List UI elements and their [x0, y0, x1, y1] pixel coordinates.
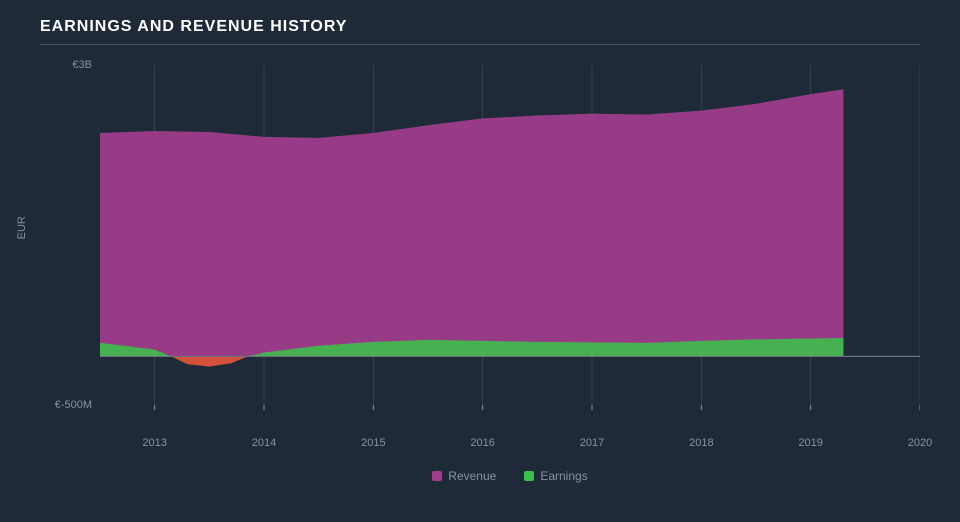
- legend: Revenue Earnings: [100, 469, 920, 483]
- x-tick-label: 2015: [361, 437, 385, 449]
- chart-body: EUR €3B€-500M 20132014201520162017201820…: [40, 55, 920, 435]
- y-axis-label: EUR: [16, 216, 28, 239]
- x-tick-label: 2020: [908, 437, 932, 449]
- x-tick-label: 2017: [580, 437, 604, 449]
- legend-label: Revenue: [448, 469, 496, 483]
- x-tick-label: 2019: [798, 437, 822, 449]
- chart-svg: [100, 55, 920, 435]
- y-axis-ticks: €3B €-500M: [40, 55, 100, 435]
- chart-container: EARNINGS AND REVENUE HISTORY EUR €3B €-50…: [0, 0, 960, 503]
- revenue-swatch: [432, 471, 442, 481]
- legend-item-revenue: Revenue: [432, 469, 496, 483]
- y-tick-label: €3B: [72, 59, 92, 71]
- legend-label: Earnings: [540, 469, 587, 483]
- revenue-area: [100, 89, 843, 356]
- y-tick-label: €-500M: [55, 399, 92, 411]
- earnings-swatch: [524, 471, 534, 481]
- chart-title: EARNINGS AND REVENUE HISTORY: [40, 18, 920, 45]
- legend-item-earnings: Earnings: [524, 469, 587, 483]
- x-tick-label: 2018: [689, 437, 713, 449]
- earnings-neg-area: [171, 356, 248, 366]
- x-axis-ticks: 20132014201520162017201820192020: [100, 437, 920, 453]
- x-tick-label: 2013: [142, 437, 166, 449]
- plot-area: 20132014201520162017201820192020: [100, 55, 920, 435]
- x-tick-label: 2016: [470, 437, 494, 449]
- x-tick-label: 2014: [252, 437, 276, 449]
